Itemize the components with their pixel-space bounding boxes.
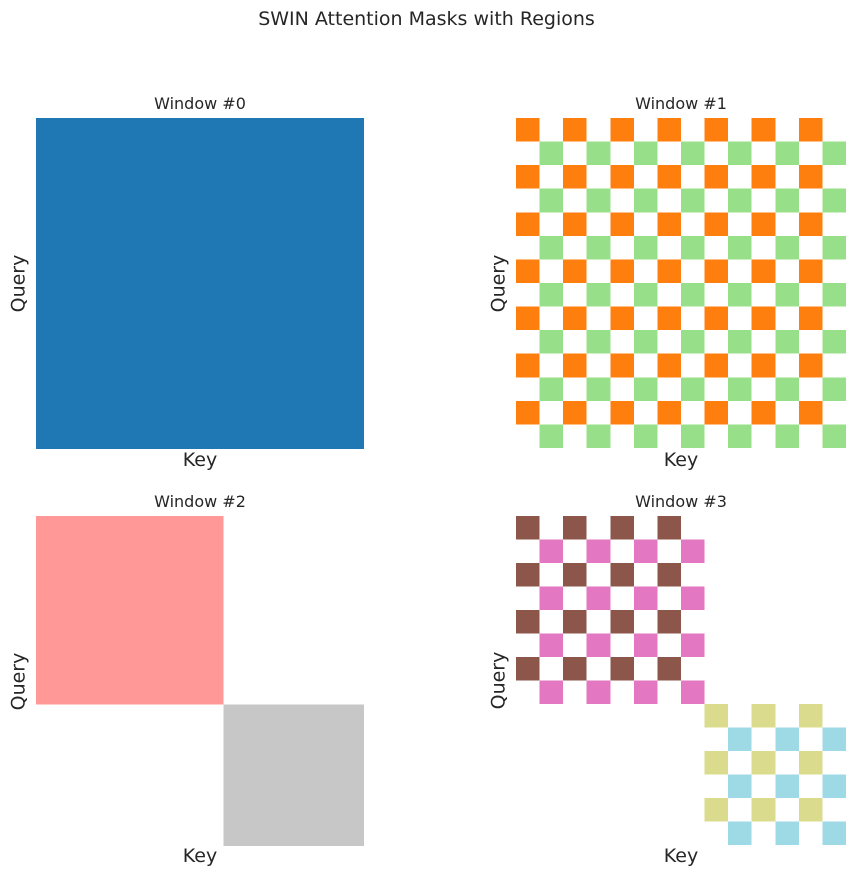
attention-mask-window-2 xyxy=(36,516,364,846)
ylabel-query-window-1: Query xyxy=(487,254,510,312)
mask-heatmap-window-1 xyxy=(516,118,846,448)
attention-mask-window-1 xyxy=(516,118,846,448)
subplot-title-window-2: Window #2 xyxy=(154,492,246,511)
subplot-title-window-1: Window #1 xyxy=(635,94,727,113)
xlabel-key-window-1: Key xyxy=(663,449,699,471)
subplot-title-window-0: Window #0 xyxy=(154,94,246,113)
attention-mask-window-0 xyxy=(36,118,364,449)
mask-heatmap-window-0 xyxy=(36,118,364,449)
attention-mask-window-3 xyxy=(516,516,846,845)
xlabel-key-window-3: Key xyxy=(663,845,699,867)
ylabel-query-window-2: Query xyxy=(7,652,30,710)
xlabel-key-window-0: Key xyxy=(182,449,218,471)
mask-heatmap-window-2 xyxy=(36,516,364,846)
ylabel-query-window-0: Query xyxy=(7,254,30,313)
subplot-title-window-3: Window #3 xyxy=(635,492,727,511)
figure-title: SWIN Attention Masks with Regions xyxy=(258,8,595,30)
xlabel-key-window-2: Key xyxy=(182,845,218,867)
mask-heatmap-window-3 xyxy=(516,516,846,845)
ylabel-query-window-3: Query xyxy=(487,651,510,710)
